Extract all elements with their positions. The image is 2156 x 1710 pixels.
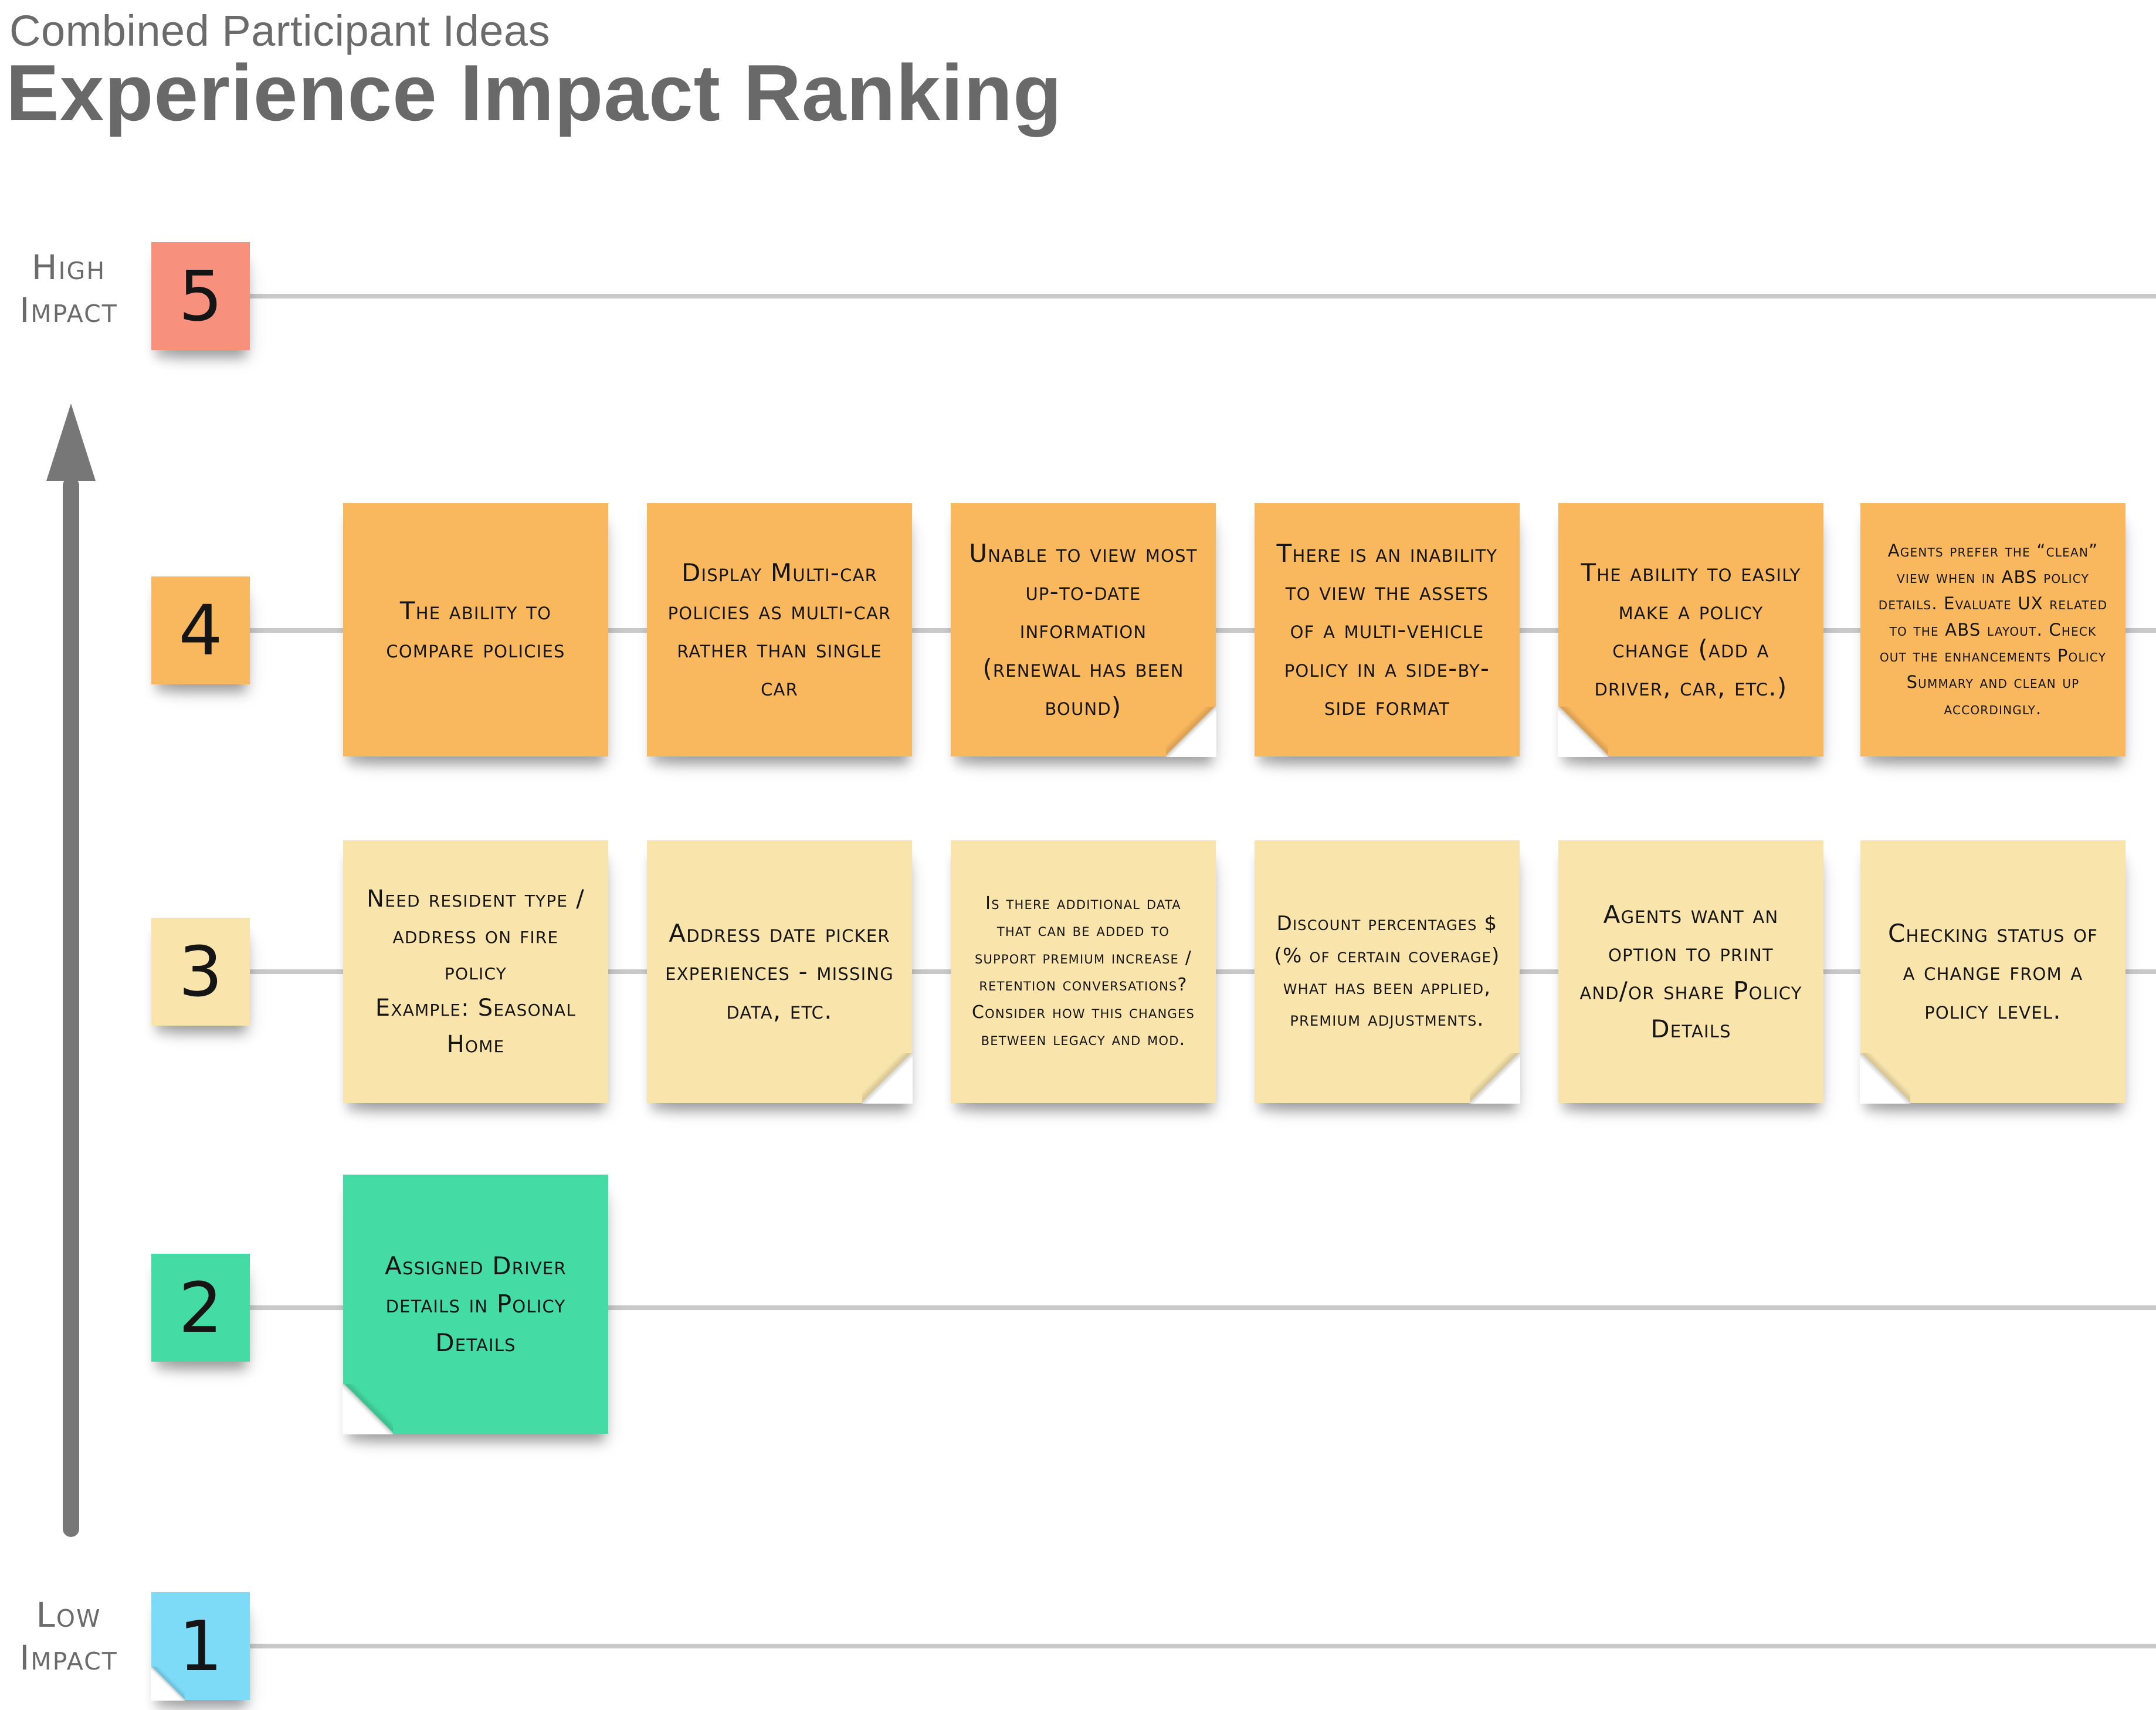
sticky-note-text: Agents prefer the “clean” view when in A… [1878, 540, 2108, 719]
sticky-note-text: Discount percentages $ (% of certain cov… [1274, 912, 1500, 1032]
sticky-note-impact3-2[interactable]: Address date picker experiences - missin… [647, 840, 913, 1104]
high-impact-line2: Impact [19, 290, 118, 330]
high-impact-line1: High [31, 247, 106, 287]
sticky-note-text: Address date picker experiences - missin… [665, 919, 894, 1024]
impact-level-sticky-4[interactable]: 4 [151, 576, 250, 684]
low-impact-axis-label: Low Impact [5, 1594, 133, 1679]
sticky-note-text: Need resident type / address on fire pol… [367, 885, 585, 1058]
sticky-note-text: Assigned Driver details in Policy Detail… [385, 1251, 567, 1357]
low-impact-line2: Impact [19, 1637, 118, 1678]
impact-level-sticky-1[interactable]: 1 [151, 1592, 250, 1701]
sticky-note-impact4-3[interactable]: Unable to view most up-to-date informati… [951, 503, 1216, 757]
sticky-note-impact4-6[interactable]: Agents prefer the “clean” view when in A… [1860, 503, 2126, 756]
sticky-note-text: Agents want an option to print and/or sh… [1579, 900, 1802, 1044]
impact-level-sticky-3[interactable]: 3 [151, 918, 250, 1026]
sticky-note-impact3-3[interactable]: Is there additional data that can be add… [951, 840, 1216, 1103]
sticky-note-impact3-6[interactable]: Checking status of a change from a polic… [1860, 840, 2126, 1104]
impact-level-number: 1 [178, 1606, 223, 1687]
sticky-note-impact4-1[interactable]: The ability to compare policies [343, 503, 608, 756]
impact-level-sticky-2[interactable]: 2 [151, 1254, 250, 1362]
impact-row-line-2 [249, 1305, 2156, 1310]
sticky-note-impact3-5[interactable]: Agents want an option to print and/or sh… [1558, 840, 1823, 1103]
sticky-note-text: The ability to compare policies [386, 596, 565, 663]
sticky-note-text: The ability to easily make a policy chan… [1581, 558, 1801, 702]
impact-level-number: 4 [178, 590, 223, 671]
impact-row-line-1 [249, 1644, 2156, 1648]
low-impact-line1: Low [36, 1595, 101, 1635]
sticky-note-impact2-1[interactable]: Assigned Driver details in Policy Detail… [343, 1175, 608, 1434]
impact-row-line-5 [249, 294, 2156, 298]
sticky-note-impact4-4[interactable]: There is an inability to view the assets… [1255, 503, 1520, 756]
high-impact-axis-label: High Impact [5, 246, 133, 331]
impact-arrow-icon [46, 403, 96, 1537]
sticky-note-text: Checking status of a change from a polic… [1887, 919, 2099, 1024]
sticky-note-text: Display Multi-car policies as multi-car … [667, 558, 891, 702]
impact-level-sticky-5[interactable]: 5 [151, 242, 250, 350]
board-subtitle: Combined Participant Ideas [9, 6, 551, 55]
impact-level-number: 3 [178, 931, 223, 1012]
sticky-note-text: Is there additional data that can be add… [972, 893, 1195, 1050]
sticky-note-impact3-4[interactable]: Discount percentages $ (% of certain cov… [1255, 840, 1520, 1104]
sticky-note-text: Unable to view most up-to-date informati… [969, 539, 1198, 721]
sticky-note-impact4-2[interactable]: Display Multi-car policies as multi-car … [647, 503, 912, 756]
board-title: Experience Impact Ranking [6, 48, 1063, 137]
impact-level-number: 5 [178, 256, 223, 337]
sticky-note-text: There is an inability to view the assets… [1276, 539, 1498, 721]
sticky-note-impact4-5[interactable]: The ability to easily make a policy chan… [1558, 503, 1823, 757]
impact-level-number: 2 [178, 1267, 223, 1348]
sticky-note-impact3-1[interactable]: Need resident type / address on fire pol… [343, 840, 608, 1103]
